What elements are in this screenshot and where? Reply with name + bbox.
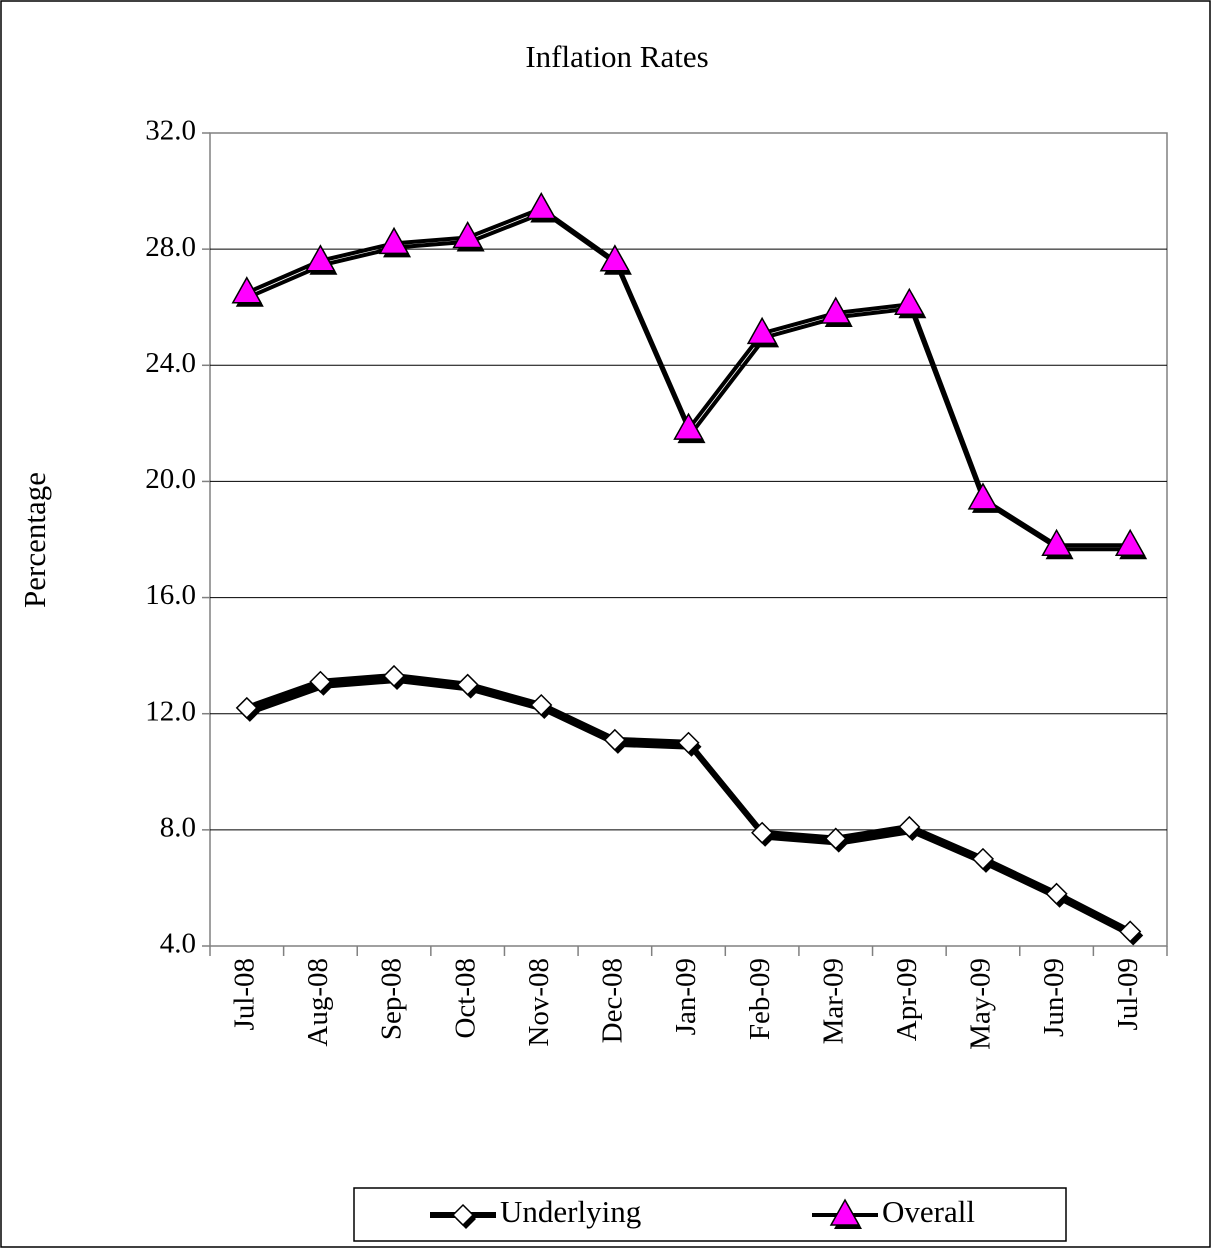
- x-tick-label: Oct-08: [449, 958, 481, 1039]
- marker: [530, 693, 553, 717]
- marker: [1114, 528, 1146, 557]
- marker: [525, 191, 557, 220]
- marker: [452, 220, 483, 249]
- y-tick-label: 12.0: [145, 695, 196, 727]
- marker: [382, 664, 406, 688]
- x-tick-label: Apr-09: [891, 958, 923, 1041]
- y-tick-label: 32.0: [145, 115, 196, 147]
- y-tick-label: 20.0: [145, 463, 196, 495]
- x-tick-label: Nov-08: [523, 958, 555, 1047]
- y-tick-label: 8.0: [160, 812, 196, 844]
- plot-area: [209, 132, 1168, 947]
- marker: [894, 287, 925, 316]
- marker: [824, 827, 847, 850]
- marker: [305, 244, 336, 272]
- x-tick-label: Aug-08: [302, 958, 334, 1047]
- marker: [1045, 882, 1068, 905]
- marker: [456, 673, 479, 696]
- x-tick-label: Jun-09: [1038, 958, 1070, 1037]
- marker: [599, 244, 631, 272]
- marker: [231, 276, 263, 304]
- x-tick-label: Jul-08: [228, 958, 260, 1031]
- marker: [235, 696, 258, 719]
- marker: [677, 731, 700, 754]
- marker: [971, 847, 995, 870]
- marker: [1119, 920, 1142, 943]
- y-axis-label: Percentage: [17, 472, 52, 608]
- y-tick-label: 4.0: [160, 928, 196, 960]
- y-tick-label: 24.0: [145, 347, 196, 379]
- marker: [603, 728, 626, 751]
- marker: [309, 670, 332, 693]
- marker: [751, 821, 774, 844]
- marker: [673, 412, 704, 440]
- legend-label: Underlying: [500, 1194, 641, 1229]
- x-tick-label: May-09: [965, 958, 997, 1050]
- x-tick-label: Dec-08: [597, 958, 629, 1043]
- chart-title: Inflation Rates: [525, 39, 708, 74]
- y-tick-label: 28.0: [145, 231, 196, 263]
- legend-label: Overall: [882, 1194, 975, 1229]
- marker: [1041, 528, 1072, 557]
- marker: [829, 1198, 861, 1226]
- y-tick-label: 16.0: [145, 579, 196, 611]
- marker: [451, 1203, 475, 1227]
- marker: [378, 226, 410, 255]
- marker: [898, 815, 921, 839]
- x-tick-label: Sep-08: [376, 958, 408, 1040]
- x-tick-label: Jan-09: [670, 958, 702, 1035]
- marker: [967, 482, 999, 510]
- marker: [820, 296, 852, 324]
- x-tick-label: Feb-09: [744, 958, 776, 1040]
- x-tick-label: Mar-09: [817, 958, 849, 1044]
- x-tick-label: Jul-09: [1112, 958, 1144, 1031]
- marker: [746, 316, 778, 345]
